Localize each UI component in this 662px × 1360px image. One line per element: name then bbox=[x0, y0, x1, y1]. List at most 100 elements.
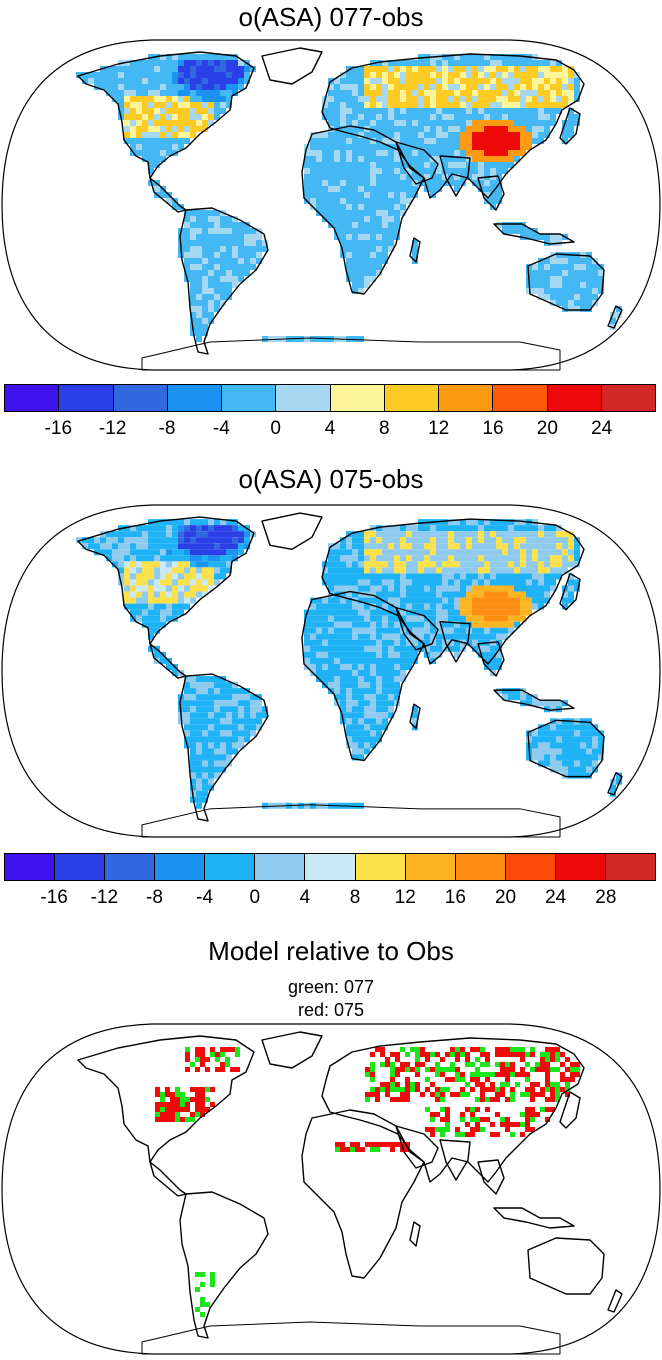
grid-cell bbox=[420, 1092, 425, 1097]
grid-cell bbox=[496, 114, 502, 120]
grid-cell bbox=[526, 537, 532, 544]
colorbar-swatch bbox=[455, 854, 506, 880]
grid-cell bbox=[196, 246, 202, 252]
grid-cell bbox=[544, 561, 550, 568]
grid-cell bbox=[166, 561, 172, 568]
grid-cell bbox=[322, 168, 328, 174]
grid-cell bbox=[394, 90, 400, 96]
grid-cell bbox=[340, 663, 346, 670]
grid-cell bbox=[478, 543, 484, 550]
grid-cell bbox=[505, 1077, 510, 1082]
grid-cell bbox=[196, 790, 202, 797]
grid-cell bbox=[472, 60, 478, 66]
grid-cell bbox=[556, 72, 562, 78]
grid-cell bbox=[424, 174, 430, 180]
grid-cell bbox=[525, 1077, 530, 1082]
grid-cell bbox=[508, 549, 514, 556]
grid-cell bbox=[514, 156, 520, 162]
grid-cell bbox=[616, 778, 622, 785]
grid-cell bbox=[442, 156, 448, 162]
grid-cell bbox=[382, 712, 388, 719]
grid-cell bbox=[358, 234, 364, 240]
grid-cell bbox=[400, 639, 406, 646]
grid-cell bbox=[544, 555, 550, 562]
grid-cell bbox=[334, 651, 340, 658]
grid-cell bbox=[382, 537, 388, 544]
grid-cell bbox=[418, 621, 424, 628]
grid-cell bbox=[574, 276, 580, 282]
grid-cell bbox=[358, 537, 364, 544]
grid-cell bbox=[544, 754, 550, 761]
grid-cell bbox=[370, 591, 376, 598]
grid-cell bbox=[220, 216, 226, 222]
grid-cell bbox=[364, 579, 370, 586]
grid-cell bbox=[538, 138, 544, 144]
grid-cell bbox=[142, 90, 148, 96]
grid-cell bbox=[574, 736, 580, 743]
grid-cell bbox=[358, 114, 364, 120]
grid-cell bbox=[412, 60, 418, 66]
grid-cell bbox=[472, 591, 478, 598]
grid-cell bbox=[376, 222, 382, 228]
grid-cell bbox=[165, 1102, 170, 1107]
grid-cell bbox=[106, 84, 112, 90]
grid-cell bbox=[118, 96, 124, 102]
grid-cell bbox=[346, 78, 352, 84]
grid-cell bbox=[328, 657, 334, 664]
grid-cell bbox=[502, 54, 508, 60]
grid-cell bbox=[148, 168, 154, 174]
grid-cell bbox=[184, 96, 190, 102]
grid-cell bbox=[514, 54, 520, 60]
grid-cell bbox=[334, 222, 340, 228]
grid-cell bbox=[442, 138, 448, 144]
grid-cell bbox=[478, 168, 484, 174]
grid-cell bbox=[436, 96, 442, 102]
grid-cell bbox=[154, 138, 160, 144]
grid-cell bbox=[385, 1062, 390, 1067]
grid-cell bbox=[502, 222, 508, 228]
grid-cell bbox=[406, 549, 412, 556]
grid-cell bbox=[310, 802, 316, 809]
grid-cell bbox=[496, 621, 502, 628]
grid-cell bbox=[352, 138, 358, 144]
grid-cell bbox=[400, 174, 406, 180]
grid-cell bbox=[340, 657, 346, 664]
grid-cell bbox=[500, 1117, 505, 1122]
grid-cell bbox=[550, 525, 556, 532]
grid-cell bbox=[220, 54, 226, 60]
grid-cell bbox=[238, 234, 244, 240]
grid-cell bbox=[172, 555, 178, 562]
grid-cell bbox=[400, 150, 406, 156]
grid-cell bbox=[556, 282, 562, 288]
grid-cell bbox=[364, 603, 370, 610]
grid-cell bbox=[430, 567, 436, 574]
grid-cell bbox=[142, 537, 148, 544]
grid-cell bbox=[112, 549, 118, 556]
grid-cell bbox=[380, 1047, 385, 1052]
grid-cell bbox=[352, 555, 358, 562]
grid-cell bbox=[214, 90, 220, 96]
grid-cell bbox=[196, 210, 202, 216]
grid-cell bbox=[472, 120, 478, 126]
grid-cell bbox=[208, 772, 214, 779]
grid-cell bbox=[178, 519, 184, 526]
coastline-arabia bbox=[396, 142, 438, 184]
grid-cell bbox=[202, 519, 208, 526]
grid-cell bbox=[478, 126, 484, 132]
grid-cell bbox=[214, 760, 220, 767]
colorbar-tick-label: -16 bbox=[44, 418, 73, 439]
grid-cell bbox=[328, 138, 334, 144]
grid-cell bbox=[535, 1082, 540, 1087]
grid-cell bbox=[586, 252, 592, 258]
grid-cell bbox=[406, 633, 412, 640]
grid-cell bbox=[148, 621, 154, 628]
grid-cell bbox=[496, 186, 502, 192]
grid-cell bbox=[370, 585, 376, 592]
grid-cell bbox=[442, 633, 448, 640]
grid-cell bbox=[430, 549, 436, 556]
coastline-india bbox=[440, 622, 470, 662]
grid-cell bbox=[214, 216, 220, 222]
grid-cell bbox=[545, 1117, 550, 1122]
grid-cell bbox=[136, 72, 142, 78]
grid-cell bbox=[550, 66, 556, 72]
